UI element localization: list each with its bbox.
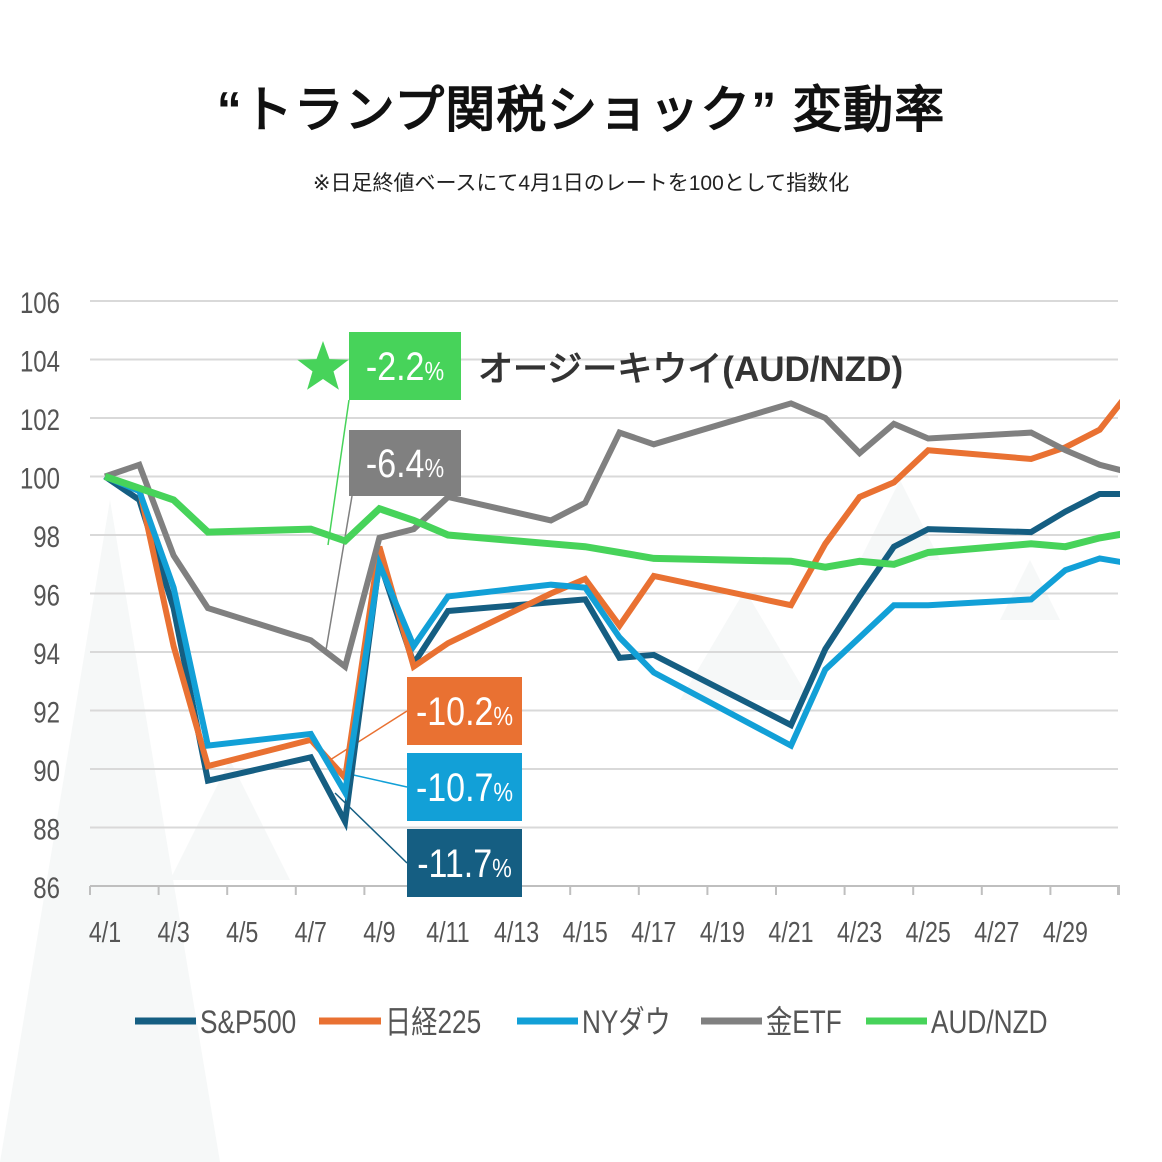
callout-value: -11.7% [417, 840, 512, 885]
legend-label: S&P500 [200, 1006, 296, 1041]
watermark-shape [1000, 560, 1060, 620]
callout-value: -10.7% [416, 764, 513, 809]
callout-日経225: -10.2% [407, 677, 522, 745]
series-line-NYダウ [103, 473, 1120, 802]
x-tick-label: 4/15 [563, 915, 608, 948]
y-tick-label: 104 [20, 344, 60, 378]
x-tick-label: 4/11 [426, 915, 469, 948]
watermark-shape [0, 500, 220, 1162]
series-line-日経225 [104, 398, 1120, 785]
x-tick-label: 4/13 [494, 915, 539, 948]
callout-box [407, 677, 522, 745]
x-tick-label: 4/9 [363, 915, 395, 948]
legend-item-日経225: 日経225 [319, 1005, 481, 1041]
y-tick-label: 88 [33, 812, 60, 846]
chart-subtitle: ※日足終値ベースにて4月1日のレートを100として指数化 [312, 172, 850, 195]
callout-金ETF: -6.4% [349, 430, 461, 496]
y-tick-label: 106 [20, 285, 60, 319]
callout-box [349, 430, 461, 496]
y-tick-label: 92 [33, 695, 60, 729]
callout-box [407, 829, 522, 897]
x-tick-label: 4/29 [1043, 915, 1088, 948]
legend-label: 金ETF [766, 1005, 842, 1041]
x-tick-label: 4/25 [906, 915, 951, 948]
x-axis: 4/1 4/3 4/5 4/7 4/9 4/11 4/13 4/15 4/17 4/19 4/21 4… [89, 885, 1120, 949]
x-tick-label: 4/17 [631, 915, 676, 948]
background-watermark [0, 480, 1060, 1162]
x-tick-label: 4/19 [700, 915, 745, 948]
callout-leader [327, 399, 350, 546]
y-tick-label: 96 [33, 578, 60, 612]
star-icon [297, 341, 349, 390]
legend-item-NYダウ: NYダウ [517, 1005, 671, 1041]
y-tick-label: 86 [33, 870, 60, 904]
series-line-金ETF [104, 400, 1120, 672]
callout-value: -6.4% [366, 440, 444, 485]
legend-item-AUD/NZD: AUD/NZD [866, 1006, 1048, 1041]
y-tick-label: 90 [33, 753, 60, 787]
callout-caption: オージーキウイ(AUD/NZD) [478, 350, 903, 389]
watermark-shape [170, 760, 290, 880]
callout-leaders [325, 399, 408, 864]
legend-item-金ETF: 金ETF [701, 1005, 842, 1041]
legend-label: AUD/NZD [931, 1006, 1048, 1041]
y-tick-label: 98 [33, 519, 60, 553]
callout-AUD/NZD: -2.2% オージーキウイ(AUD/NZD) [297, 332, 903, 400]
x-tick-label: 4/23 [837, 915, 882, 948]
y-axis: 106 104 102 100 98 96 94 92 90 88 86 [20, 285, 60, 904]
callout-leader [329, 710, 408, 761]
series-line-AUD/NZD [103, 473, 1120, 571]
x-tick-label: 4/5 [226, 915, 258, 948]
callout-NYダウ: -10.7% [407, 753, 522, 821]
x-tick-label: 4/21 [768, 915, 813, 948]
callout-box [349, 332, 461, 400]
watermark-shape [860, 480, 940, 560]
callout-value: -2.2% [366, 343, 444, 388]
legend-item-S&P500: S&P500 [135, 1006, 296, 1041]
callout-S&P500: -11.7% [407, 829, 522, 897]
y-tick-label: 102 [20, 402, 60, 436]
y-tick-label: 94 [33, 636, 60, 670]
y-tick-label: 100 [20, 461, 60, 495]
series-lines [103, 398, 1120, 832]
series-line-S&P500 [103, 474, 1120, 832]
legend-label: 日経225 [385, 1005, 481, 1041]
callout-value: -10.2% [416, 688, 513, 733]
x-tick-label: 4/27 [974, 915, 1019, 948]
chart-title: “トランプ関税ショック” 変動率 [216, 82, 946, 138]
annotations: -2.2% オージーキウイ(AUD/NZD) -6.4% -10.2% -10.7% -1… [297, 332, 903, 897]
x-tick-label: 4/3 [157, 915, 189, 948]
callout-leader [325, 495, 353, 651]
legend: S&P500 日経225 NYダウ 金ETF AUD/NZD [135, 1005, 1048, 1041]
grid-lines [90, 300, 1118, 829]
callout-box [407, 753, 522, 821]
legend-label: NYダウ [582, 1005, 671, 1041]
x-tick-label: 4/1 [89, 915, 121, 948]
x-tick-label: 4/7 [295, 915, 327, 948]
watermark-shape [680, 590, 810, 700]
